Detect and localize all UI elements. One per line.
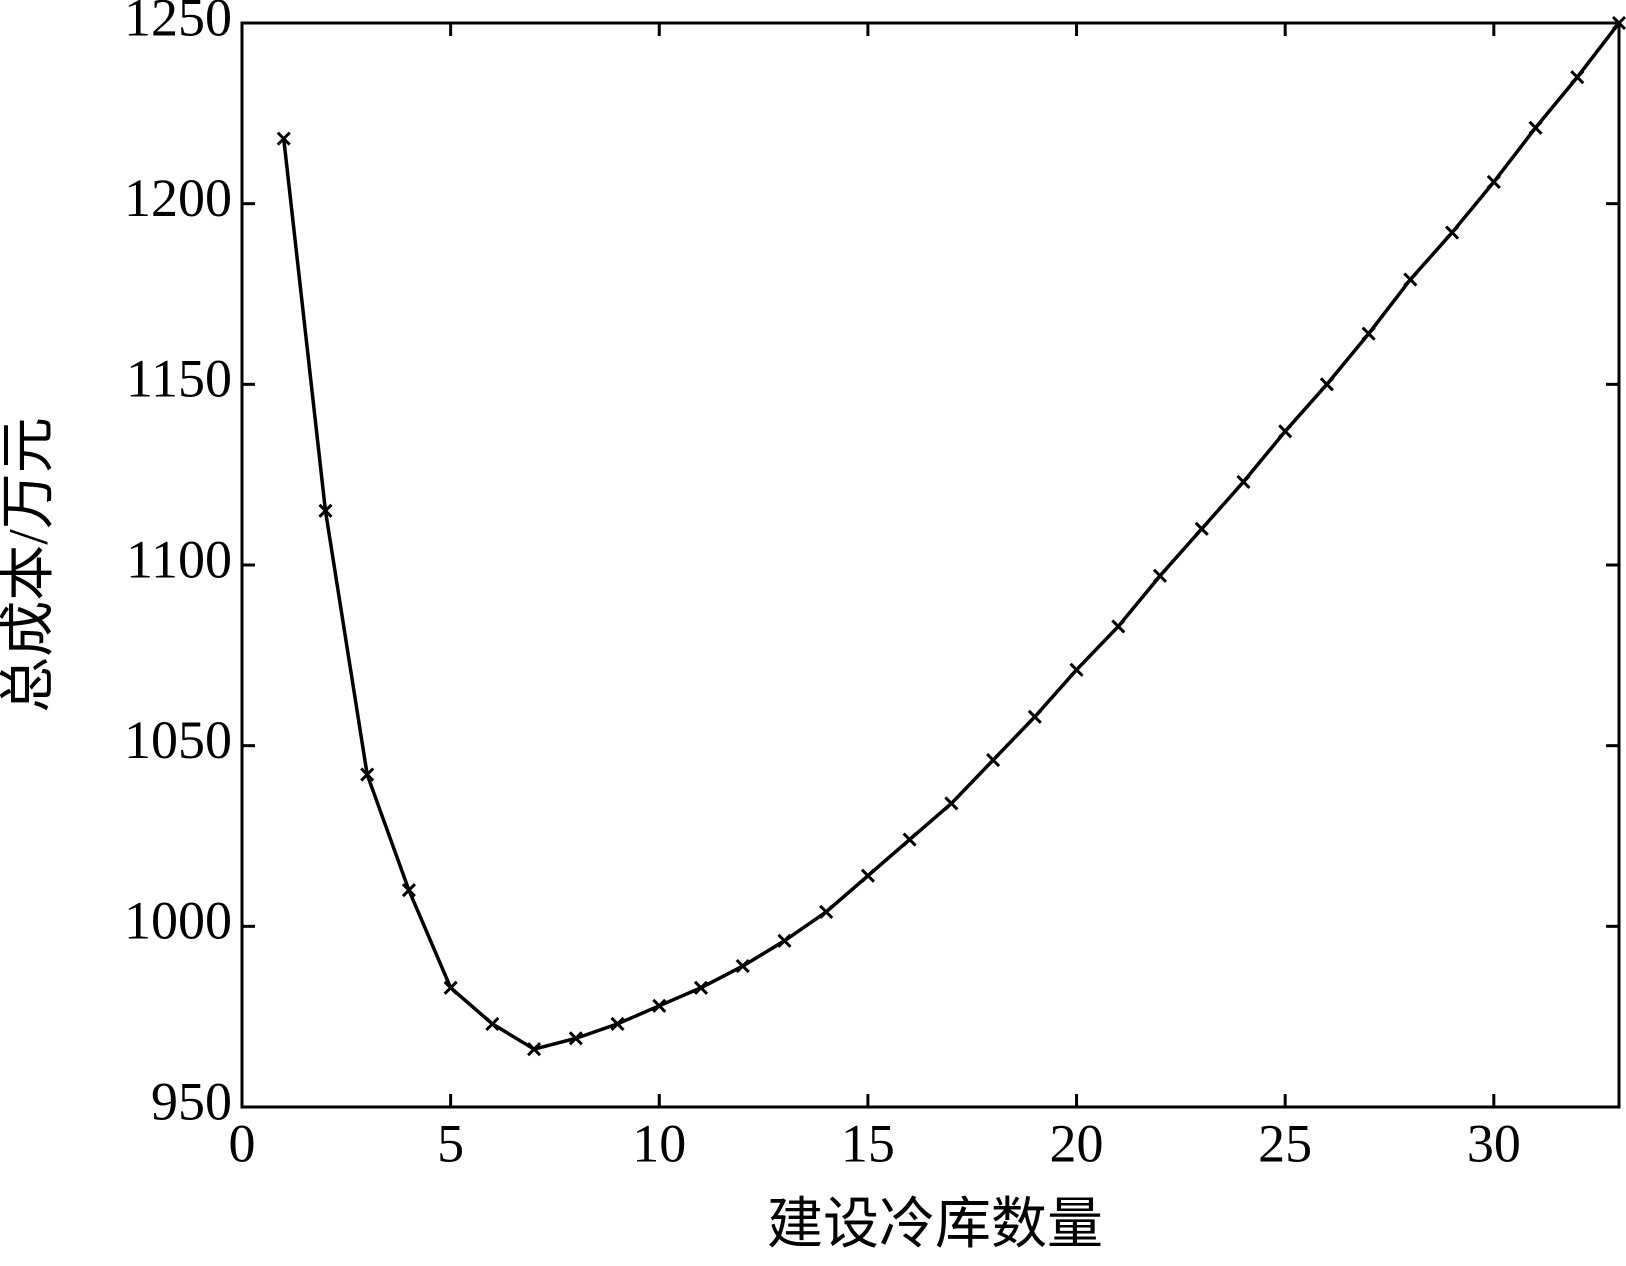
- marker: [819, 904, 834, 919]
- marker: [527, 1042, 542, 1057]
- marker: [1486, 174, 1501, 190]
- marker: [1611, 15, 1626, 31]
- y-axis-label: 总成本/万元: [0, 417, 60, 713]
- marker: [1027, 709, 1042, 724]
- marker: [1111, 619, 1126, 634]
- y-tick-label: 1050: [124, 710, 232, 770]
- marker: [1570, 70, 1585, 85]
- y-tick-label: 1200: [124, 168, 232, 228]
- marker: [401, 883, 416, 898]
- marker: [693, 980, 709, 995]
- marker: [568, 1031, 583, 1046]
- plot-frame: [240, 21, 1621, 1109]
- marker: [443, 980, 458, 995]
- marker: [944, 796, 959, 811]
- y-tick-label: 1000: [124, 891, 232, 951]
- marker: [1361, 326, 1376, 341]
- marker: [902, 832, 917, 847]
- marker: [1069, 662, 1084, 677]
- x-tick-label: 10: [632, 1113, 686, 1173]
- x-tick-label: 0: [229, 1113, 256, 1173]
- marker: [1152, 568, 1168, 583]
- x-tick-label: 25: [1258, 1113, 1312, 1173]
- marker: [1194, 521, 1209, 536]
- x-tick-label: 15: [841, 1113, 895, 1173]
- marker: [1528, 120, 1543, 135]
- marker: [1403, 272, 1418, 287]
- marker: [986, 753, 1001, 768]
- marker: [276, 131, 291, 146]
- marker: [1236, 474, 1251, 489]
- marker: [860, 868, 875, 883]
- marker: [1278, 424, 1293, 439]
- marker: [652, 998, 667, 1013]
- marker: [360, 767, 375, 782]
- y-tick-label: 1150: [126, 349, 232, 409]
- marker: [1445, 225, 1460, 240]
- x-tick-label: 20: [1050, 1113, 1104, 1173]
- y-tick-label: 1100: [126, 529, 232, 589]
- marker: [318, 503, 333, 518]
- x-tick-label: 30: [1467, 1113, 1521, 1173]
- y-tick-label: 1250: [124, 0, 232, 47]
- y-tick-label: 950: [151, 1071, 232, 1131]
- marker: [485, 1016, 500, 1031]
- marker: [777, 933, 792, 948]
- x-axis-label: 建设冷库数量: [767, 1194, 1103, 1256]
- line-series: [281, 21, 1621, 1051]
- marker: [1319, 377, 1334, 392]
- x-tick-label: 5: [437, 1113, 464, 1173]
- marker: [610, 1016, 625, 1031]
- marker: [735, 959, 750, 974]
